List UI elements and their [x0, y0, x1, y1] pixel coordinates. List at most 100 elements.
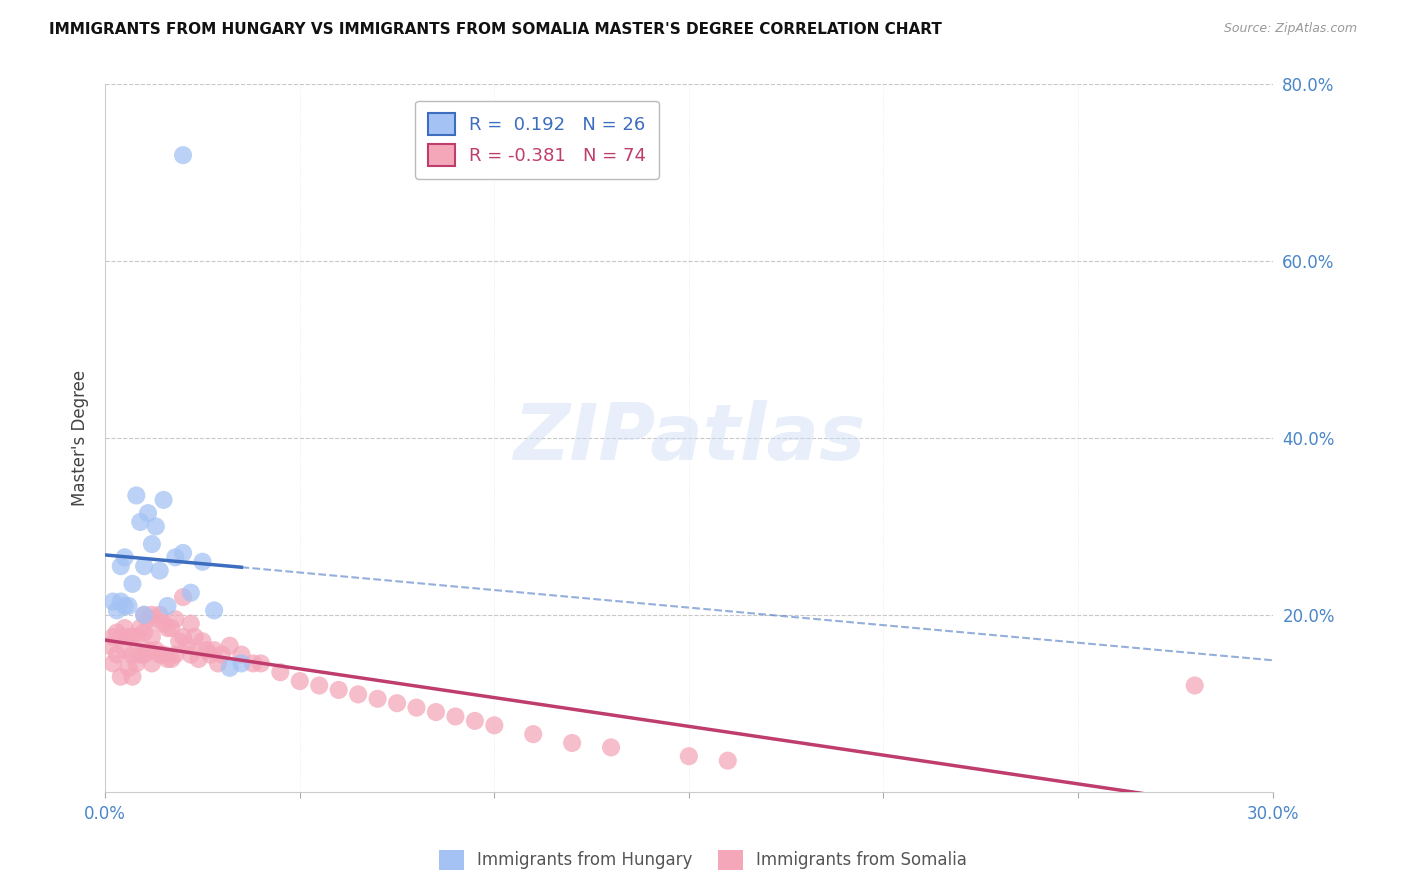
Point [172, 630, 194, 644]
Point [191, 555, 214, 569]
Point [134, 625, 156, 640]
Point [105, 625, 128, 640]
Point [129, 648, 152, 662]
Point [110, 594, 132, 608]
Point [288, 674, 311, 689]
Point [464, 714, 486, 728]
Point [145, 519, 167, 533]
Point [114, 621, 136, 635]
Point [101, 657, 124, 671]
Point [105, 648, 128, 662]
Point [367, 691, 389, 706]
Point [145, 643, 167, 657]
Point [218, 661, 240, 675]
Point [121, 670, 143, 684]
Text: Source: ZipAtlas.com: Source: ZipAtlas.com [1223, 22, 1357, 36]
Point [561, 736, 583, 750]
Point [125, 488, 148, 502]
Point [145, 612, 167, 626]
Point [231, 648, 253, 662]
Point [114, 643, 136, 657]
Point [717, 754, 740, 768]
Point [105, 603, 128, 617]
Point [678, 749, 700, 764]
Point [134, 607, 156, 622]
Point [121, 648, 143, 662]
Point [165, 612, 187, 626]
Point [149, 564, 172, 578]
Point [114, 599, 136, 613]
Point [136, 612, 159, 626]
Point [156, 652, 179, 666]
Point [405, 700, 427, 714]
Point [211, 648, 233, 662]
Point [125, 657, 148, 671]
Point [308, 679, 330, 693]
Point [187, 652, 209, 666]
Point [218, 639, 240, 653]
Point [180, 585, 202, 599]
Point [172, 546, 194, 560]
Point [172, 590, 194, 604]
Point [110, 630, 132, 644]
Point [484, 718, 506, 732]
Point [110, 559, 132, 574]
Point [165, 648, 187, 662]
Point [156, 599, 179, 613]
Point [121, 630, 143, 644]
Point [134, 607, 156, 622]
Point [125, 630, 148, 644]
Point [136, 506, 159, 520]
Point [172, 148, 194, 162]
Point [114, 550, 136, 565]
Point [98, 639, 121, 653]
Point [129, 621, 152, 635]
Point [101, 630, 124, 644]
Point [156, 621, 179, 635]
Point [117, 661, 139, 675]
Point [600, 740, 623, 755]
Point [347, 687, 370, 701]
Point [141, 607, 163, 622]
Point [160, 652, 183, 666]
Point [180, 616, 202, 631]
Point [141, 537, 163, 551]
Point [242, 657, 264, 671]
Point [165, 550, 187, 565]
Point [141, 657, 163, 671]
Point [195, 643, 218, 657]
Point [444, 709, 467, 723]
Point [202, 603, 225, 617]
Point [149, 607, 172, 622]
Point [110, 670, 132, 684]
Point [183, 630, 205, 644]
Point [200, 648, 222, 662]
Point [328, 682, 350, 697]
Point [129, 515, 152, 529]
Point [117, 599, 139, 613]
Point [180, 648, 202, 662]
Point [134, 559, 156, 574]
Point [1184, 679, 1206, 693]
Point [141, 630, 163, 644]
Legend: Immigrants from Hungary, Immigrants from Somalia: Immigrants from Hungary, Immigrants from… [433, 843, 973, 877]
Point [191, 634, 214, 648]
Point [134, 648, 156, 662]
Point [121, 577, 143, 591]
Point [202, 643, 225, 657]
Point [136, 643, 159, 657]
Point [152, 648, 174, 662]
Point [385, 696, 408, 710]
Point [207, 657, 229, 671]
Y-axis label: Master's Degree: Master's Degree [72, 370, 89, 506]
Point [176, 639, 198, 653]
Point [149, 648, 172, 662]
Point [167, 634, 190, 648]
Legend: R =  0.192   N = 26, R = -0.381   N = 74: R = 0.192 N = 26, R = -0.381 N = 74 [415, 101, 659, 179]
Point [522, 727, 544, 741]
Point [101, 594, 124, 608]
Text: ZIPatlas: ZIPatlas [513, 400, 865, 476]
Point [152, 616, 174, 631]
Point [160, 621, 183, 635]
Point [231, 657, 253, 671]
